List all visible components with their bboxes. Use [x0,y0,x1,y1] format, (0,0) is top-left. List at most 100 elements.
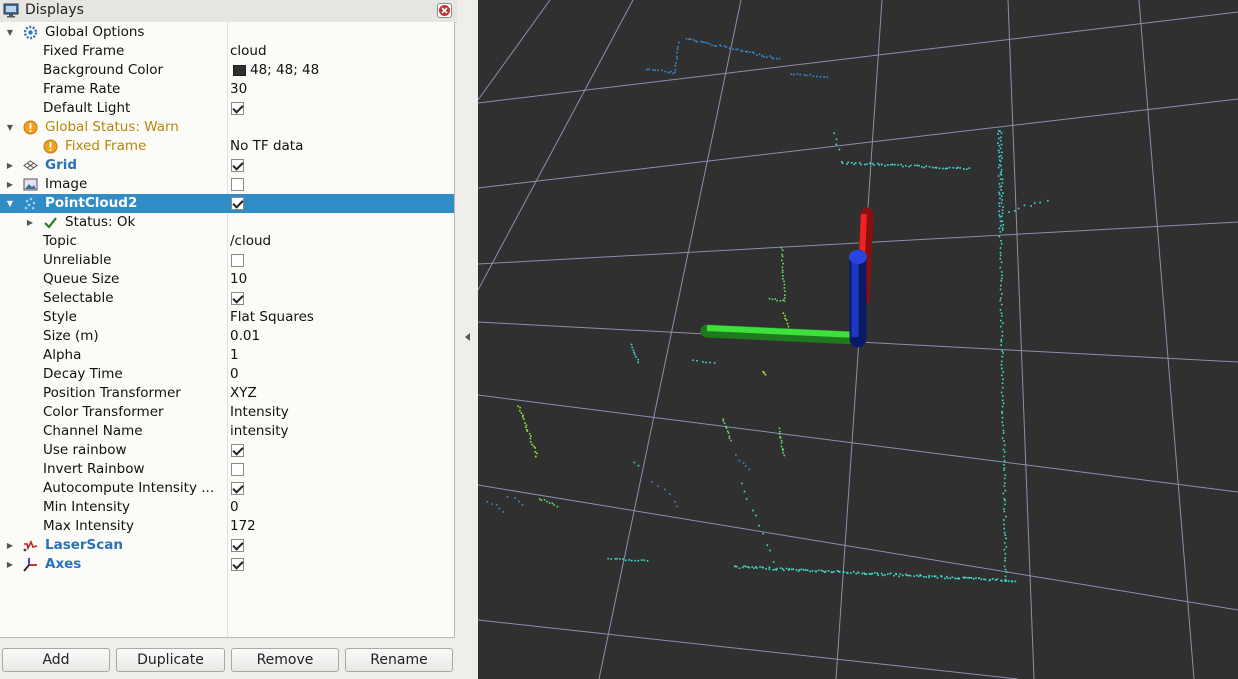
tree-row-background-color[interactable]: Background Color 48; 48; 48 [0,61,454,80]
cloud-point [772,57,774,60]
tree-row-frame-rate[interactable]: Frame Rate 30 [0,80,454,99]
tree-label: Invert Rainbow [43,461,145,477]
tree-value[interactable]: 0.01 [230,328,261,344]
tree-row-unreliable[interactable]: Unreliable [0,251,454,270]
panel-splitter[interactable] [457,0,478,679]
cloud-point [835,138,838,141]
cloud-point [675,62,677,64]
tree-row-max-intensity[interactable]: Max Intensity 172 [0,517,454,536]
cloud-point [999,288,1002,291]
cloud-point [1002,322,1004,324]
tree-value[interactable]: /cloud [230,233,272,249]
tree-row-min-intensity[interactable]: Min Intensity 0 [0,498,454,517]
cloud-point [999,197,1001,200]
panel-title: Displays [25,2,84,18]
collapsed-arrow-icon[interactable]: ▶ [6,541,14,550]
expand-arrow-icon[interactable]: ▼ [6,123,14,132]
checkbox[interactable] [231,463,244,476]
cloud-point [799,73,801,76]
tree-row-invert-rainbow[interactable]: Invert Rainbow [0,460,454,479]
cloud-point [715,45,717,47]
grid-line [478,394,1238,493]
checkbox[interactable] [231,558,244,571]
collapsed-arrow-icon[interactable]: ▶ [6,161,14,170]
tree-row-pointcloud2[interactable]: ▼ PointCloud2 [0,194,454,213]
tree-value[interactable]: 0 [230,366,239,382]
tree-row-default-light[interactable]: Default Light [0,99,454,118]
cloud-point [725,46,728,48]
checkbox[interactable] [231,444,244,457]
expand-arrow-icon[interactable]: ▼ [6,28,14,37]
cloud-point [796,73,799,75]
cloud-point [713,362,716,364]
cloud-point [674,68,676,71]
collapsed-arrow-icon[interactable]: ▶ [26,218,34,227]
tree-value[interactable]: 48; 48; 48 [250,62,320,78]
tree-row-selectable[interactable]: Selectable [0,289,454,308]
tree-value[interactable]: Flat Squares [230,309,314,325]
checkbox[interactable] [231,197,244,210]
duplicate-button[interactable]: Duplicate [116,648,225,672]
render-canvas[interactable] [478,0,1238,679]
checkbox[interactable] [231,102,244,115]
tree-row-status-fixed-frame[interactable]: Fixed Frame No TF data [0,137,454,156]
tree-row-color-transformer[interactable]: Color Transformer Intensity [0,403,454,422]
tree-value[interactable]: 30 [230,81,248,97]
tree-row-laserscan[interactable]: ▶ LaserScan [0,536,454,555]
checkbox[interactable] [231,159,244,172]
collapsed-arrow-icon[interactable]: ▶ [6,180,14,189]
cloud-point [957,166,959,169]
remove-button[interactable]: Remove [231,648,339,672]
cloud-point [1000,136,1002,139]
tree-row-axes[interactable]: ▶ Axes [0,555,454,574]
cloud-point [630,559,633,562]
cloud-point [1003,440,1005,442]
checkbox[interactable] [231,482,244,495]
tree-value[interactable]: 10 [230,271,248,287]
collapsed-arrow-icon[interactable]: ▶ [6,560,14,569]
tree-row-grid[interactable]: ▶ Grid [0,156,454,175]
tree-value[interactable]: 1 [230,347,239,363]
tree-value[interactable]: Intensity [230,404,289,420]
tree-value[interactable]: 0 [230,499,239,515]
tree-row-channel-name[interactable]: Channel Name intensity [0,422,454,441]
cloud-point [548,502,551,504]
color-swatch[interactable] [233,65,246,76]
tree-row-position-transformer[interactable]: Position Transformer XYZ [0,384,454,403]
tree-row-autocompute[interactable]: Autocompute Intensity ... [0,479,454,498]
tree-value[interactable]: 172 [230,518,256,534]
tree-row-topic[interactable]: Topic /cloud [0,232,454,251]
cloud-point [838,148,841,151]
rename-button[interactable]: Rename [345,648,453,672]
cloud-point [1002,378,1004,381]
tree-row-queue-size[interactable]: Queue Size 10 [0,270,454,289]
tree-row-decay-time[interactable]: Decay Time 0 [0,365,454,384]
cloud-point [664,488,666,491]
checkbox[interactable] [231,292,244,305]
collapse-arrow-icon[interactable] [465,333,470,341]
3d-viewport[interactable] [478,0,1238,679]
tree-value[interactable]: intensity [230,423,289,439]
expand-arrow-icon[interactable]: ▼ [6,199,14,208]
checkbox[interactable] [231,539,244,552]
tree-row-alpha[interactable]: Alpha 1 [0,346,454,365]
add-button[interactable]: Add [2,648,110,672]
cloud-point [726,430,729,433]
tree-row-fixed-frame[interactable]: Fixed Frame cloud [0,42,454,61]
close-icon[interactable] [437,3,452,18]
tree-row-global-status[interactable]: ▼ Global Status: Warn [0,118,454,137]
tree-value[interactable]: XYZ [230,385,257,401]
cloud-point [784,294,786,296]
tree-row-image[interactable]: ▶ Image [0,175,454,194]
tree-row-style[interactable]: Style Flat Squares [0,308,454,327]
cloud-point [551,502,554,505]
cloud-point [722,418,725,420]
tree-value[interactable]: cloud [230,43,267,59]
checkbox[interactable] [231,178,244,191]
tree-row-status-ok[interactable]: ▶ Status: Ok [0,213,454,232]
tree-row-use-rainbow[interactable]: Use rainbow [0,441,454,460]
cloud-point [704,41,706,44]
tree-row-global-options[interactable]: ▼ Global Options [0,23,454,42]
checkbox[interactable] [231,254,244,267]
tree-row-size[interactable]: Size (m) 0.01 [0,327,454,346]
